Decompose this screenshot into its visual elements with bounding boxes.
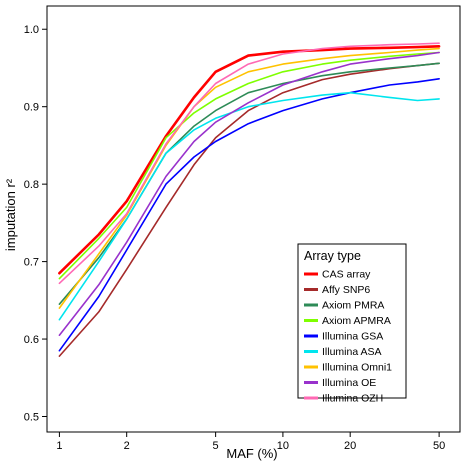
legend-label: CAS array: [322, 269, 371, 281]
y-axis: 0.5 0.6 0.7 0.8 0.9 1.0: [24, 24, 47, 424]
x-tick-label: 1: [56, 440, 62, 452]
x-tick-label: 2: [124, 440, 130, 452]
series-line-illumina-ozh: [58, 42, 440, 285]
y-tick-label: 0.9: [24, 102, 39, 114]
y-axis-title: imputation r²: [3, 178, 18, 251]
x-tick-label: 50: [433, 440, 445, 452]
x-axis-title: MAF (%): [226, 446, 277, 461]
y-tick-label: 1.0: [24, 24, 39, 36]
y-tick-label: 0.5: [24, 412, 39, 424]
x-tick-label: 10: [277, 440, 289, 452]
y-tick-label: 0.7: [24, 257, 39, 269]
legend-label: Illumina OE: [322, 377, 376, 389]
legend-label: Illumina OZH: [322, 393, 383, 405]
legend-label: Axiom PMRA: [322, 300, 384, 312]
series-line-illumina-omni1: [58, 47, 440, 309]
legend-label: Illumina Omni1: [322, 362, 392, 374]
legend-label: Illumina ASA: [322, 346, 382, 358]
series-layer: [58, 42, 441, 357]
series-line-illumina-gsa: [58, 78, 440, 352]
series-line-illumina-asa: [58, 91, 440, 321]
y-tick-label: 0.6: [24, 334, 39, 346]
x-tick-label: 20: [344, 440, 356, 452]
series-line-axiom-apmra: [58, 51, 440, 280]
series-line-illumina-oe: [58, 51, 440, 337]
x-tick-label: 5: [213, 440, 219, 452]
x-axis: 1 2 5 10 20 50: [56, 432, 445, 452]
legend-label: Affy SNP6: [322, 284, 370, 296]
legend-title: Array type: [304, 249, 361, 263]
legend-label: Illumina GSA: [322, 331, 383, 343]
series-line-cas-array: [58, 44, 441, 275]
legend-label: Axiom APMRA: [322, 315, 391, 327]
legend: Array type CAS array Affy SNP6 Axiom PMRA A…: [297, 243, 407, 405]
plot-area: [46, 5, 461, 433]
y-tick-label: 0.8: [24, 179, 39, 191]
